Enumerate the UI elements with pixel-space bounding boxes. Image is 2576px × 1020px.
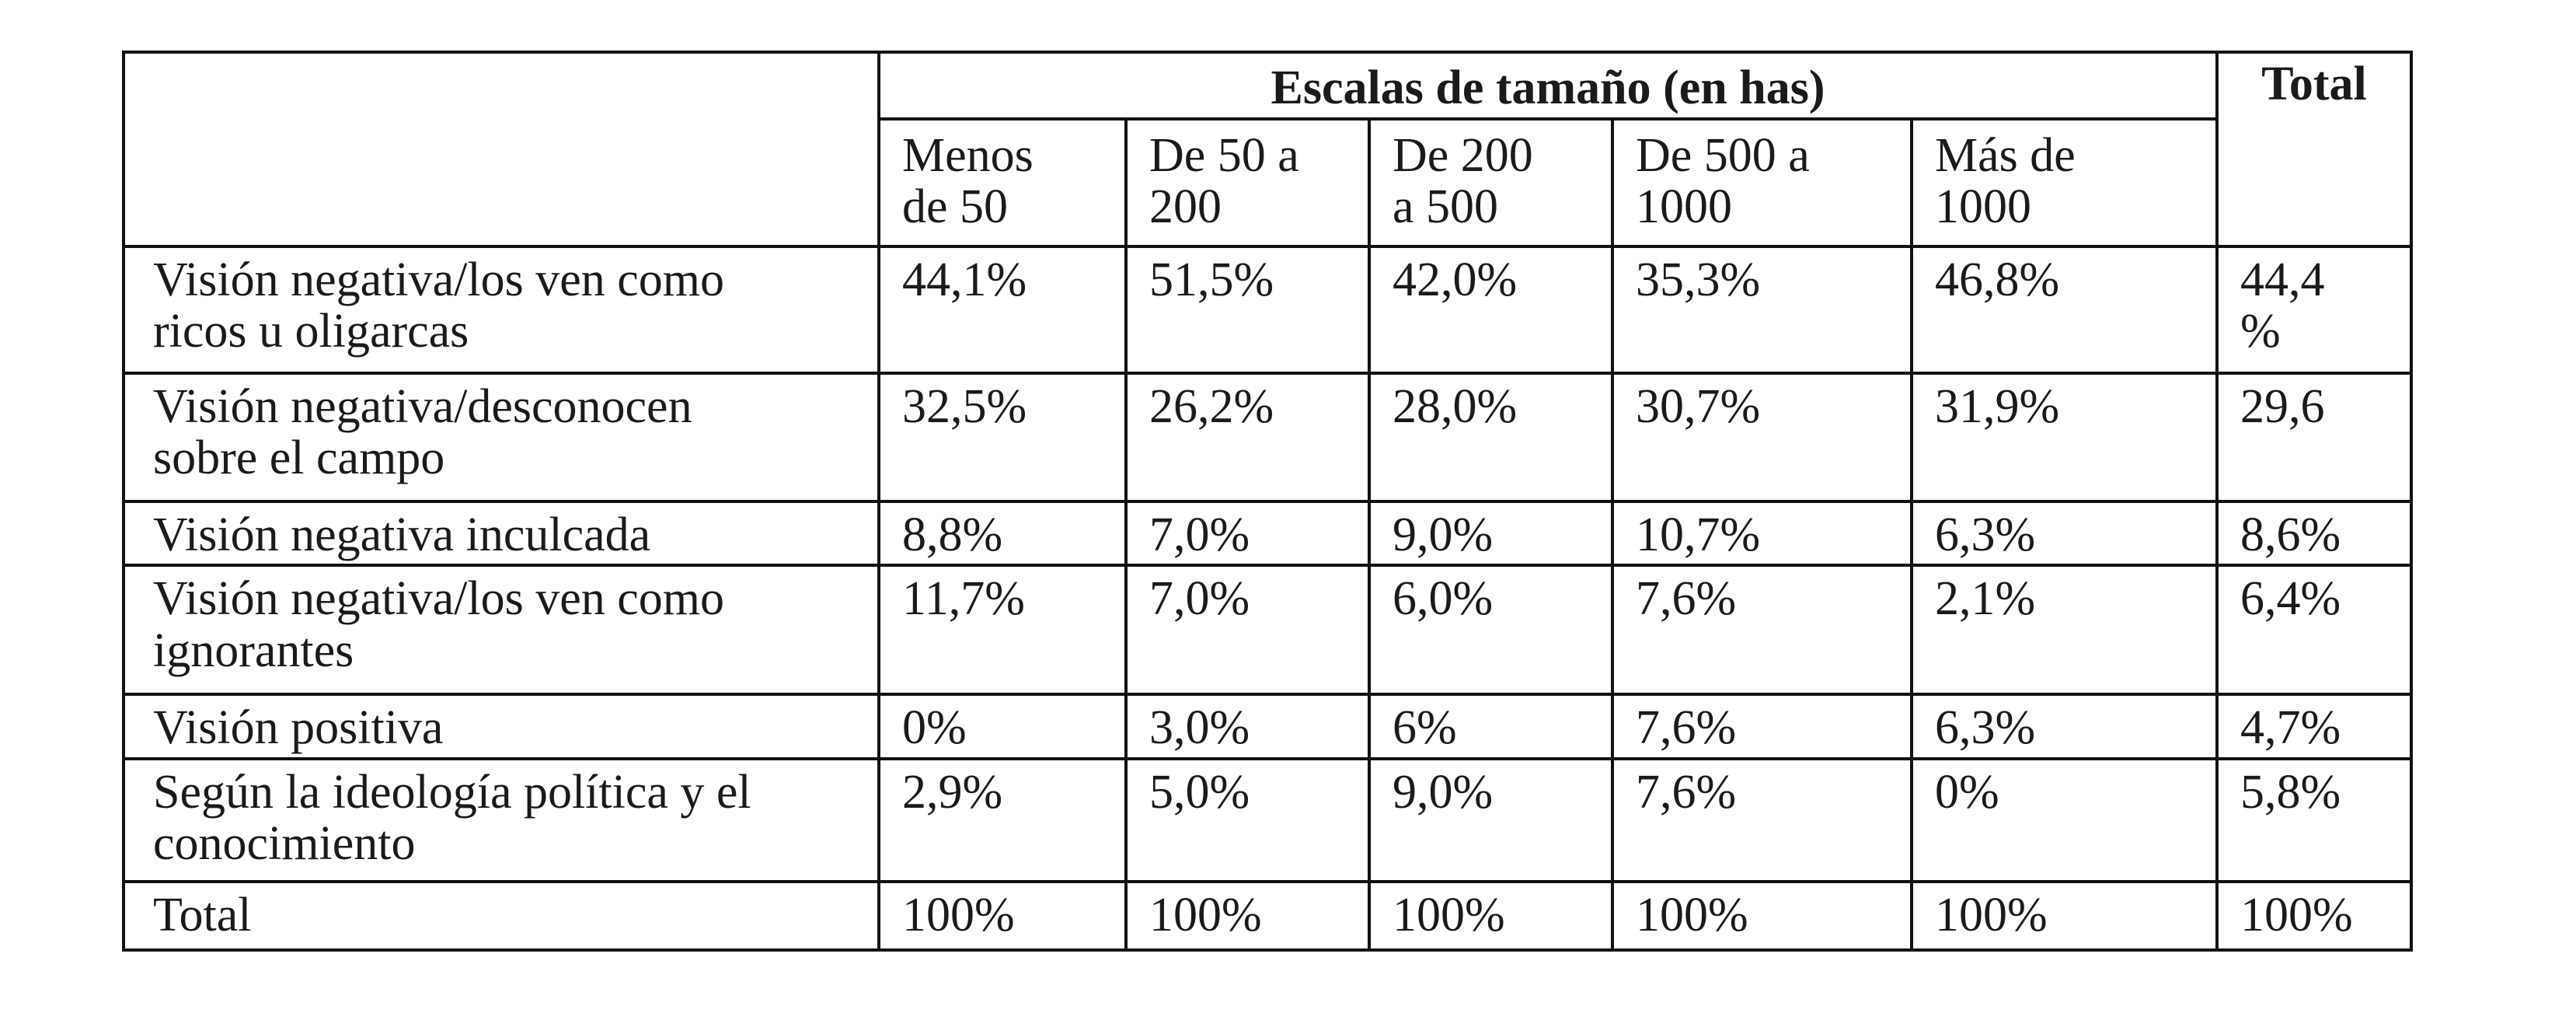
- column-header-50-200: De 50 a 200: [1124, 117, 1371, 248]
- value-cell: 51,5%: [1124, 245, 1371, 375]
- table-row: Visión negativa/los ven como ignorantes …: [122, 564, 2413, 697]
- table-row: Visión negativa/los ven como ricos u oli…: [122, 245, 2413, 375]
- row-label-line-2: sobre el campo: [153, 431, 445, 485]
- data-table: Escalas de tamaño (en has) Total Menos d…: [122, 51, 2413, 952]
- value-cell: 0%: [877, 693, 1128, 760]
- value-cell: 7,6%: [1611, 564, 1913, 697]
- value-cell: 11,7%: [877, 564, 1128, 697]
- value-cell: 6,0%: [1368, 564, 1614, 697]
- header-row-columns: Menos de 50 De 50 a 200 De 200 a 500 De …: [124, 117, 2411, 248]
- row-label: Visión negativa/los ven como ricos u oli…: [122, 245, 880, 375]
- value-cell: 10,7%: [1611, 499, 1913, 568]
- column-header-500-1000: De 500 a 1000: [1611, 117, 1913, 248]
- table-row: Visión positiva 0% 3,0% 6% 7,6% 6,3% 4,7…: [122, 693, 2413, 760]
- value-cell: 9,0%: [1368, 756, 1614, 883]
- value-cell: 35,3%: [1611, 245, 1913, 375]
- value-cell: 32,5%: [877, 372, 1128, 503]
- value-cell: 100%: [1124, 879, 1371, 952]
- row-label: Total: [122, 879, 880, 952]
- value-cell: 44,1%: [877, 245, 1128, 375]
- value-cell: 7,6%: [1611, 756, 1913, 883]
- value-cell: 7,0%: [1124, 564, 1371, 697]
- table-row-total: Total 100% 100% 100% 100% 100% 100%: [122, 879, 2413, 952]
- column-header-line-1: De 50 a: [1149, 129, 1299, 182]
- column-header-line-2: 200: [1149, 180, 1222, 234]
- row-label-line-1: Visión negativa/los ven como: [153, 572, 724, 626]
- column-header-menos-de-50: Menos de 50: [877, 117, 1128, 248]
- row-label: Visión negativa inculcada: [122, 499, 880, 568]
- total-column-header: Total: [2215, 51, 2413, 248]
- value-cell: 0%: [1910, 756, 2219, 883]
- row-total-cell: 5,8%: [2215, 756, 2413, 883]
- value-cell: 2,9%: [877, 756, 1128, 883]
- row-label: Según la ideología política y el conocim…: [122, 756, 880, 883]
- value-cell: 6,3%: [1910, 693, 2219, 760]
- row-label-line-1: Visión negativa/desconocen: [153, 380, 692, 433]
- value-cell: 100%: [877, 879, 1128, 952]
- row-total-cell: 44,4 %: [2215, 245, 2413, 375]
- header-corner-cell: [122, 51, 880, 248]
- row-total-cell: 100%: [2215, 879, 2413, 952]
- value-cell: 6,3%: [1910, 499, 2219, 568]
- column-header-line-2: de 50: [902, 180, 1009, 234]
- column-header-line-1: Más de: [1935, 129, 2076, 182]
- value-cell: 100%: [1910, 879, 2219, 952]
- row-label-line-2: ignorantes: [153, 624, 354, 677]
- value-cell: 7,0%: [1124, 499, 1371, 568]
- row-total-cell: 6,4%: [2215, 564, 2413, 697]
- table-body: Visión negativa/los ven como ricos u oli…: [122, 245, 2413, 952]
- row-total-line-1: 44,4: [2240, 253, 2325, 306]
- row-total-line-2: %: [2240, 305, 2281, 358]
- column-header-line-2: a 500: [1393, 180, 1499, 234]
- value-cell: 9,0%: [1368, 499, 1614, 568]
- row-total-cell: 8,6%: [2215, 499, 2413, 568]
- header-row-group: Escalas de tamaño (en has) Total: [122, 51, 2413, 248]
- value-cell: 7,6%: [1611, 693, 1913, 760]
- value-cell: 46,8%: [1910, 245, 2219, 375]
- value-cell: 5,0%: [1124, 756, 1371, 883]
- row-label: Visión negativa/desconocen sobre el camp…: [122, 372, 880, 503]
- value-cell: 100%: [1611, 879, 1913, 952]
- value-cell: 42,0%: [1368, 245, 1614, 375]
- row-label: Visión positiva: [122, 693, 880, 760]
- value-cell: 6%: [1368, 693, 1614, 760]
- column-header-line-1: De 500 a: [1636, 129, 1810, 182]
- row-total-cell: 4,7%: [2215, 693, 2413, 760]
- row-label-line-2: conocimiento: [153, 816, 416, 870]
- group-title-header: Escalas de tamaño (en has): [877, 51, 2219, 121]
- column-header-line-1: Menos: [902, 129, 1034, 182]
- column-header-line-2: 1000: [1935, 180, 2031, 234]
- table-row: Visión negativa/desconocen sobre el camp…: [122, 372, 2413, 503]
- table-row: Visión negativa inculcada 8,8% 7,0% 9,0%…: [122, 499, 2413, 568]
- row-label: Visión negativa/los ven como ignorantes: [122, 564, 880, 697]
- value-cell: 100%: [1368, 879, 1614, 952]
- value-cell: 26,2%: [1124, 372, 1371, 503]
- value-cell: 8,8%: [877, 499, 1128, 568]
- column-header-200-500: De 200 a 500: [1368, 117, 1614, 248]
- value-cell: 28,0%: [1368, 372, 1614, 503]
- column-header-line-2: 1000: [1636, 180, 1732, 234]
- value-cell: 3,0%: [1124, 693, 1371, 760]
- row-label-line-2: ricos u oligarcas: [153, 305, 469, 358]
- row-label-line-1: Según la ideología política y el: [153, 765, 751, 819]
- row-label-line-1: Visión negativa/los ven como: [153, 253, 724, 306]
- table-row: Según la ideología política y el conocim…: [122, 756, 2413, 883]
- row-total-cell: 29,6: [2215, 372, 2413, 503]
- column-header-mas-de-1000: Más de 1000: [1910, 117, 2219, 248]
- column-header-line-1: De 200: [1393, 129, 1533, 182]
- value-cell: 2,1%: [1910, 564, 2219, 697]
- value-cell: 31,9%: [1910, 372, 2219, 503]
- value-cell: 30,7%: [1611, 372, 1913, 503]
